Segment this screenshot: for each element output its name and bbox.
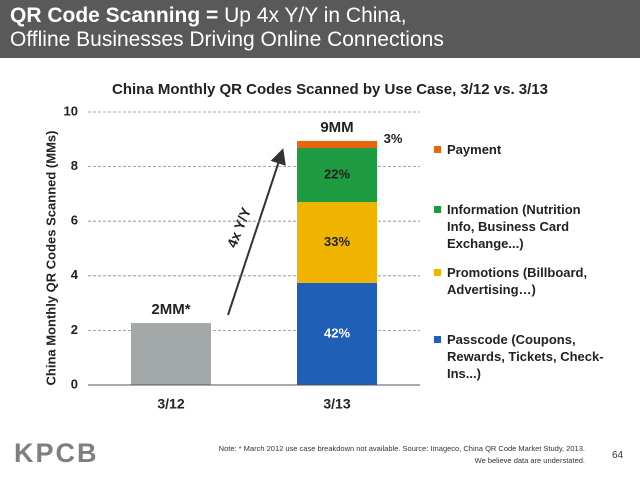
legend-swatch bbox=[434, 146, 441, 153]
x-tick-label: 3/13 bbox=[323, 396, 350, 412]
segment-label: 3% bbox=[384, 131, 403, 146]
legend-item: Payment bbox=[434, 141, 609, 158]
bar-segment bbox=[297, 140, 377, 149]
total-label: 2MM* bbox=[151, 301, 190, 318]
bar-segment bbox=[131, 323, 211, 385]
legend-swatch bbox=[434, 336, 441, 343]
title-rest: Up 4x Y/Y in China, bbox=[218, 4, 407, 27]
title-lead: QR Code Scanning = bbox=[10, 4, 219, 27]
legend-item: Passcode (Coupons, Rewards, Tickets, Che… bbox=[434, 331, 609, 382]
y-tick-label: 2 bbox=[71, 322, 78, 337]
bar-segment bbox=[297, 202, 377, 283]
logo: KPCB bbox=[14, 438, 99, 468]
y-tick-label: 10 bbox=[64, 103, 78, 118]
legend-item: Information (Nutrition Info, Business Ca… bbox=[434, 201, 609, 252]
legend-swatch bbox=[434, 269, 441, 276]
title-line2: Offline Businesses Driving Online Connec… bbox=[10, 28, 444, 51]
footnote: Note: * March 2012 use case breakdown no… bbox=[218, 444, 585, 453]
page-number: 64 bbox=[612, 450, 624, 461]
legend-label: Promotions (Billboard, Advertising…) bbox=[447, 265, 588, 297]
segment-label: 42% bbox=[324, 325, 350, 340]
legend-label: Passcode (Coupons, Rewards, Tickets, Che… bbox=[447, 332, 604, 381]
total-label: 9MM bbox=[320, 119, 353, 136]
bar-segment bbox=[297, 148, 377, 203]
y-tick-label: 0 bbox=[71, 376, 78, 391]
segment-label: 33% bbox=[324, 234, 350, 249]
header: QR Code Scanning = Up 4x Y/Y in China, O… bbox=[0, 0, 640, 58]
growth-arrow bbox=[227, 148, 286, 316]
y-tick-label: 8 bbox=[71, 158, 78, 173]
footnote: We believe data are understated. bbox=[474, 456, 585, 465]
legend-label: Payment bbox=[447, 142, 502, 157]
legend-swatch bbox=[434, 206, 441, 213]
x-tick-label: 3/12 bbox=[157, 396, 184, 412]
y-axis-label: China Monthly QR Codes Scanned (MMs) bbox=[43, 131, 58, 386]
y-tick-label: 6 bbox=[71, 213, 78, 228]
legend-item: Promotions (Billboard, Advertising…) bbox=[434, 264, 609, 298]
arrow-label: 4x Y/Y bbox=[224, 205, 255, 250]
segment-label: 22% bbox=[324, 167, 350, 182]
y-tick-label: 4 bbox=[71, 267, 79, 282]
legend-label: Information (Nutrition Info, Business Ca… bbox=[447, 202, 581, 251]
chart-title: China Monthly QR Codes Scanned by Use Ca… bbox=[112, 81, 548, 98]
bar-segment bbox=[297, 282, 377, 385]
